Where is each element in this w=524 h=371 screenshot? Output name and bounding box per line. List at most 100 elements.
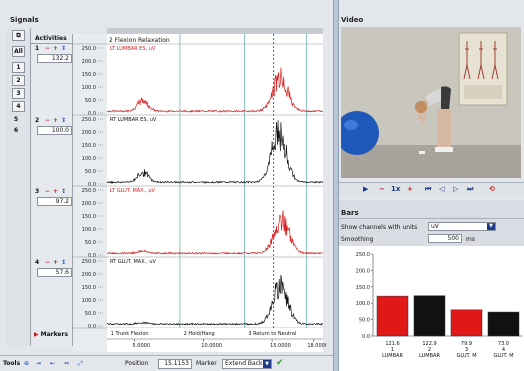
- signals-title: Signals: [10, 16, 39, 24]
- y-tick-label: 0.0: [88, 324, 96, 330]
- channel-sidebar: ⧉ All 1 2 3 4 5 6: [6, 28, 31, 346]
- channel-number: 3: [35, 188, 45, 195]
- y-tick-label: 200.0: [82, 130, 96, 136]
- y-tick-label: 200.0: [82, 201, 96, 207]
- video-image: [341, 27, 521, 178]
- loop-icon[interactable]: ⟲: [489, 185, 495, 193]
- channel-1-button[interactable]: 1: [12, 62, 25, 73]
- bars-title: Bars: [341, 209, 359, 217]
- playback-speed: 1x: [391, 185, 400, 193]
- channel-4-button[interactable]: 4: [12, 101, 25, 112]
- smoothing-label: Smoothing: [341, 236, 373, 243]
- y-tick-label: 250.0: [82, 188, 96, 194]
- info-icon[interactable]: ↕: [61, 259, 66, 266]
- units-value: uV: [431, 223, 439, 230]
- markers-row[interactable]: ▶ Markers: [31, 329, 73, 341]
- y-tick-label: 100.0: [82, 227, 96, 233]
- units-select[interactable]: uV ▼: [428, 222, 496, 231]
- cursor-icon[interactable]: ⤢: [78, 360, 83, 368]
- position-label: Position: [125, 360, 148, 367]
- channel-2-button[interactable]: 2: [12, 75, 25, 86]
- phase-label: 3 Return to Neutral: [248, 331, 296, 337]
- marker-label: Marker: [196, 360, 217, 367]
- slower-icon[interactable]: −: [379, 185, 385, 193]
- bars-y-tick-label: 150.0: [356, 285, 370, 291]
- bars-y-tick-label: 250.0: [356, 252, 370, 258]
- expand-triangle-icon: ▶: [34, 331, 39, 338]
- smoothing-input[interactable]: 500: [428, 234, 462, 243]
- all-channels-button[interactable]: All: [12, 46, 25, 57]
- video-controls: ▶ − 1x + ⏮ ◁ ▷ ⏭ ⟲: [339, 182, 524, 196]
- channel-3-button[interactable]: 3: [12, 88, 25, 99]
- bar-channel-label: GLUT. M: [456, 353, 476, 359]
- x-tick-label: 10.0000: [201, 343, 222, 349]
- channel-1-controls: 1− + ↕: [35, 45, 66, 52]
- zoom-in-icon[interactable]: ⇥: [36, 360, 41, 367]
- video-title: Video: [341, 16, 363, 24]
- bars-y-tick-label: 0.0: [362, 334, 370, 340]
- bar-channel-label: LUMBAR: [382, 353, 403, 359]
- channel-number: 4: [35, 259, 45, 266]
- info-icon[interactable]: ↕: [61, 188, 66, 195]
- minus-icon[interactable]: −: [45, 259, 50, 266]
- bars-y-tick-label: 50.0: [359, 318, 370, 324]
- activities-header: Activities: [31, 34, 73, 44]
- y-tick-label: 150.0: [82, 214, 96, 220]
- bottom-toolbar: Tools ⊕ ⇥ ⇤ ⇔ ⤢ Position 15.1153 Marker …: [0, 355, 333, 371]
- minus-icon[interactable]: −: [45, 45, 50, 52]
- y-tick-label: 150.0: [82, 285, 96, 291]
- y-tick-label: 150.0: [82, 143, 96, 149]
- channel-4-controls: 4− + ↕: [35, 259, 66, 266]
- top-phase-label: 2 Flexion Relaxation: [109, 37, 170, 44]
- checkmark-icon[interactable]: ✔: [276, 358, 284, 368]
- plus-icon[interactable]: +: [53, 45, 58, 52]
- signals-plot[interactable]: 250.0 200.0 150.0 100.0 50.0 0.0 LT LUMBAR ES,…: [73, 34, 326, 354]
- minus-icon[interactable]: −: [45, 188, 50, 195]
- x-tick-label: 15.0000: [270, 343, 291, 349]
- y-tick-label: 50.0: [85, 240, 96, 246]
- chevron-down-icon: ▼: [487, 223, 495, 230]
- plus-icon[interactable]: +: [53, 188, 58, 195]
- marker-mode-select[interactable]: Extend Backw ▼: [222, 359, 272, 369]
- bars-chart: 250.0200.0150.0100.050.00.0121.61LUMBAR1…: [339, 246, 524, 371]
- channel-3-value: 97.2: [37, 197, 72, 206]
- markers-label: Markers: [41, 331, 68, 338]
- channel-5-label[interactable]: 5: [14, 116, 18, 123]
- skip-start-icon[interactable]: ⏮: [425, 185, 431, 194]
- plus-icon[interactable]: +: [53, 259, 58, 266]
- bar-4: [488, 312, 519, 336]
- bar-channel-label: GLUT. M: [493, 353, 513, 359]
- channel-name-label: RT LUMBAR ES, uV: [110, 117, 157, 123]
- fit-view-icon[interactable]: ⇔: [64, 360, 69, 367]
- bar-3: [451, 310, 482, 336]
- copy-icon[interactable]: ⧉: [12, 30, 25, 41]
- faster-icon[interactable]: +: [407, 185, 413, 193]
- y-tick-label: 200.0: [82, 272, 96, 278]
- tools-expand-icon[interactable]: ⊕: [24, 360, 29, 367]
- position-input[interactable]: 15.1153: [158, 359, 192, 369]
- info-icon[interactable]: ↕: [61, 117, 66, 124]
- marker-mode-value: Extend Backw: [225, 360, 267, 367]
- info-icon[interactable]: ↕: [61, 45, 66, 52]
- channel-name-label: LT GLUT. MAX., uV: [110, 188, 156, 194]
- channel-4-value: 57.6: [37, 268, 72, 277]
- channel-2-controls: 2− + ↕: [35, 117, 66, 124]
- chevron-down-icon: ▼: [263, 360, 271, 368]
- step-back-icon[interactable]: ◁: [439, 185, 444, 193]
- y-tick-label: 50.0: [85, 311, 96, 317]
- y-tick-label: 250.0: [82, 117, 96, 123]
- video-frame[interactable]: [341, 27, 521, 178]
- skip-end-icon[interactable]: ⏭: [467, 185, 473, 194]
- plus-icon[interactable]: +: [53, 117, 58, 124]
- minus-icon[interactable]: −: [45, 117, 50, 124]
- step-forward-icon[interactable]: ▷: [453, 185, 458, 193]
- zoom-out-icon[interactable]: ⇤: [50, 360, 55, 367]
- play-icon[interactable]: ▶: [363, 185, 368, 193]
- tools-label: Tools: [3, 360, 20, 367]
- channel-6-label[interactable]: 6: [14, 127, 18, 134]
- bar-1: [377, 296, 408, 336]
- channel-name-label: RT GLUT. MAX., uV: [110, 259, 157, 265]
- y-tick-label: 250.0: [82, 259, 96, 265]
- y-tick-label: 50.0: [85, 98, 96, 104]
